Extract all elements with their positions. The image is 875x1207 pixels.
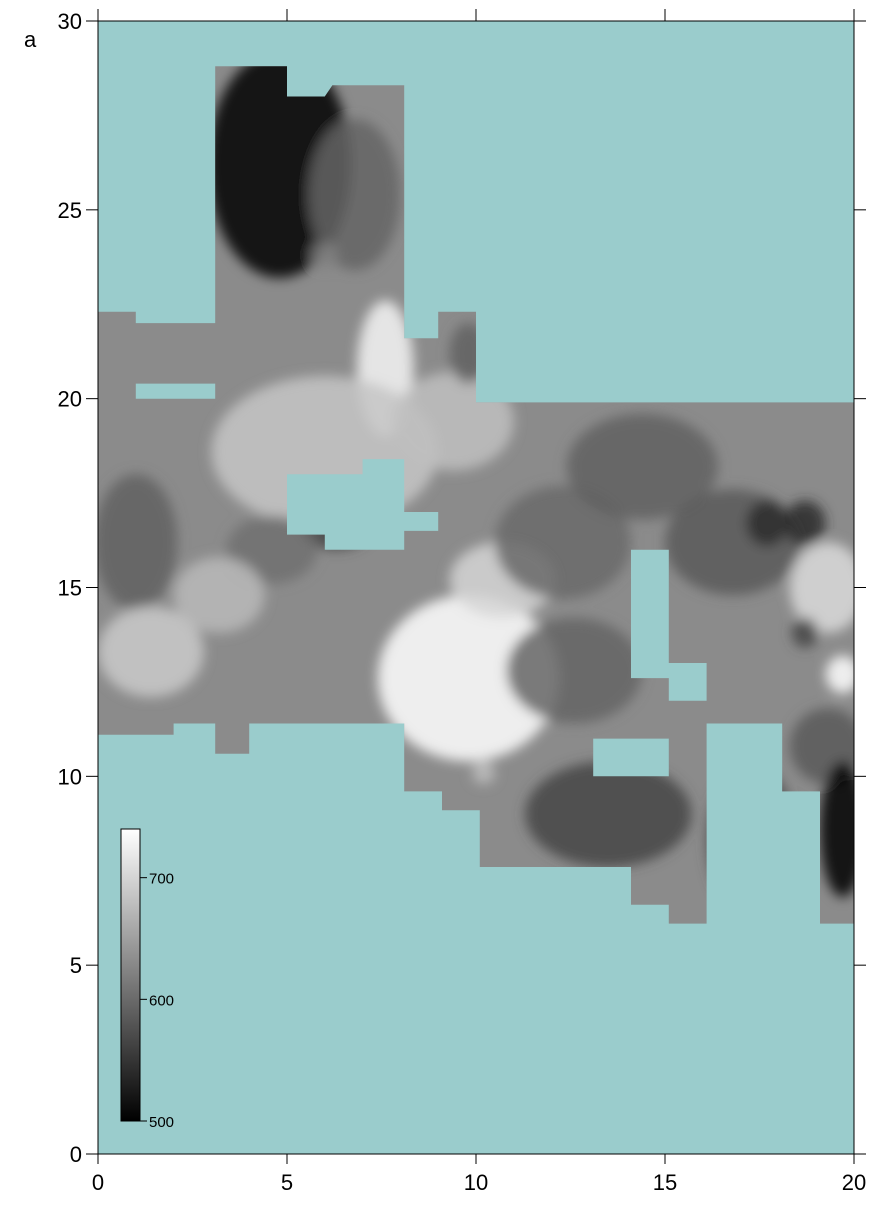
colorbar-tick-label: 700 xyxy=(149,871,174,888)
x-tick-label: 0 xyxy=(92,1170,104,1195)
intensity-blob xyxy=(789,542,854,633)
x-tick-label: 20 xyxy=(842,1170,866,1195)
intensity-blob xyxy=(472,761,495,784)
y-tick-label: 30 xyxy=(58,9,82,34)
x-tick-label: 15 xyxy=(653,1170,677,1195)
intensity-blob xyxy=(377,595,560,762)
y-tick-label: 20 xyxy=(58,387,82,412)
intensity-blob xyxy=(173,557,265,633)
intensity-blob xyxy=(791,617,819,648)
y-tick-label: 0 xyxy=(70,1142,82,1167)
intensity-blob xyxy=(98,606,204,698)
intensity-blob xyxy=(566,413,718,520)
x-axis: 0 5 10 15 20 xyxy=(92,9,866,1195)
intensity-blob xyxy=(494,485,631,599)
colorbar-tick-label: 600 xyxy=(149,992,174,1009)
intensity-blob xyxy=(746,500,788,546)
axes: 0 5 10 15 20 0 5 10 15 20 25 30 xyxy=(58,9,866,1195)
colorbar: 500 600 700 xyxy=(120,828,174,1131)
intensity-blob xyxy=(825,655,854,694)
x-tick-label: 10 xyxy=(464,1170,488,1195)
y-tick-label: 15 xyxy=(58,576,82,601)
intensity-blob xyxy=(820,761,854,898)
y-tick-label: 25 xyxy=(58,198,82,223)
x-tick-label: 5 xyxy=(281,1170,293,1195)
colorbar-scale xyxy=(120,828,141,1122)
intensity-blob xyxy=(665,489,801,596)
y-tick-label: 5 xyxy=(70,953,82,978)
y-tick-label: 10 xyxy=(58,764,82,789)
intensity-blob xyxy=(98,474,178,611)
intensity-blob xyxy=(506,617,643,724)
intensity-blob xyxy=(525,761,692,867)
intensity-blob xyxy=(309,119,401,271)
intensity-blob xyxy=(784,500,826,546)
colorbar-tick-label: 500 xyxy=(149,1114,174,1131)
intensity-blob xyxy=(311,242,338,269)
panel-label: a xyxy=(24,27,37,52)
y-axis: 0 5 10 15 20 25 30 xyxy=(58,9,866,1167)
